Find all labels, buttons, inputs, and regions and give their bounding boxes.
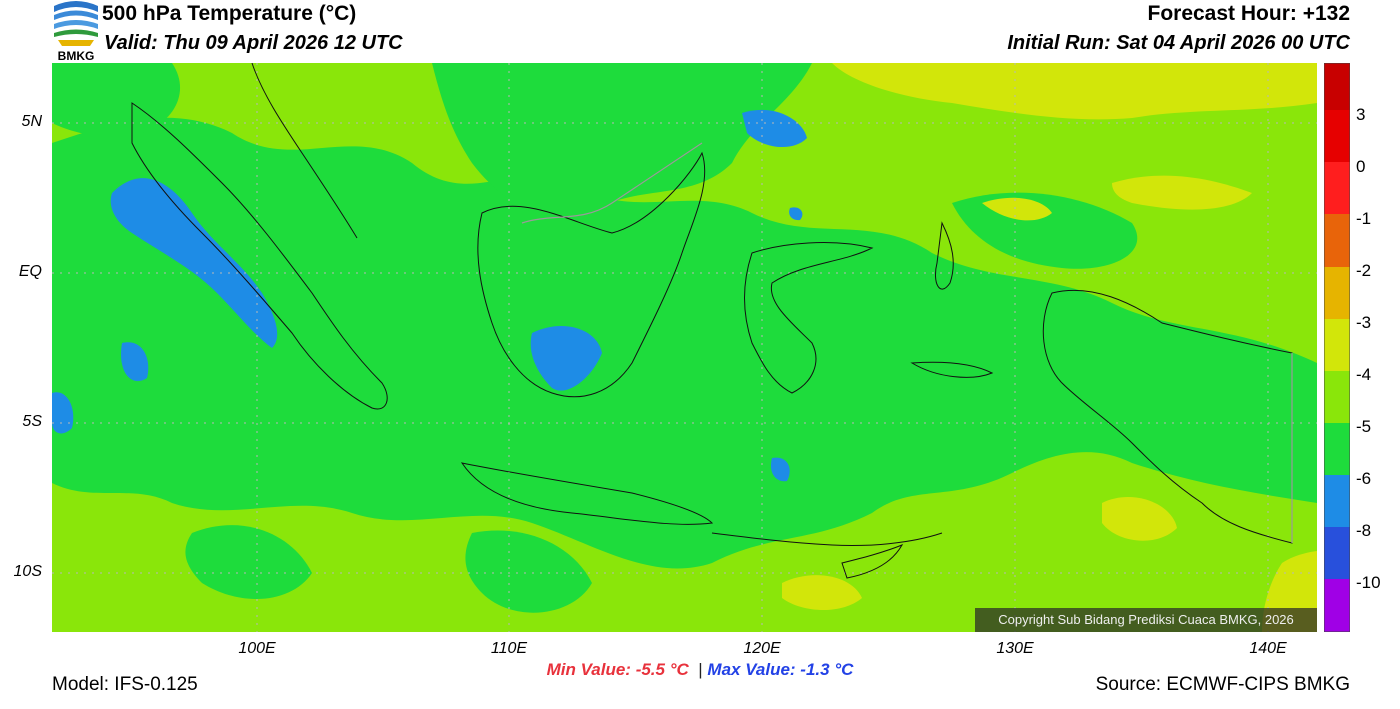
contour-region xyxy=(110,178,278,348)
valid-time: Valid: Thu 09 April 2026 12 UTC xyxy=(104,32,403,54)
contour-region xyxy=(185,525,312,600)
forecast-hour: Forecast Hour: +132 xyxy=(1147,2,1351,25)
copyright-notice: Copyright Sub Bidang Prediksi Cuaca BMKG… xyxy=(975,608,1317,632)
contour-region xyxy=(770,457,790,482)
logo-text: BMKG xyxy=(58,49,95,62)
contour-region xyxy=(782,575,862,611)
bmkg-logo-icon: BMKG xyxy=(54,1,98,62)
colorbar-segment xyxy=(1324,110,1350,162)
colorbar-label: -4 xyxy=(1356,365,1372,384)
lat-label-10s: 10S xyxy=(13,563,42,580)
coastline-java xyxy=(460,462,714,525)
colorbar-label: -6 xyxy=(1356,469,1372,488)
min-value: Min Value: -5.5 °C xyxy=(546,660,689,679)
min-max-line: Min Value: -5.5 °C | Max Value: -1.3 °C xyxy=(0,660,1400,680)
separator: | xyxy=(698,660,703,679)
colorbar-segment xyxy=(1324,214,1350,267)
contour-region xyxy=(52,392,74,434)
colorbar-segment xyxy=(1324,162,1350,214)
model-label: Model: IFS-0.125 xyxy=(52,674,198,695)
colorbar-label: -3 xyxy=(1356,313,1372,332)
coastline-nusatenggara xyxy=(711,532,943,546)
colorbar-segment xyxy=(1324,475,1350,527)
colorbar-segment xyxy=(1324,63,1350,110)
contour-region xyxy=(1102,497,1177,541)
contour-region xyxy=(982,197,1052,221)
coastline-timor xyxy=(841,544,904,579)
colorbar-label: -8 xyxy=(1356,521,1372,540)
lon-label-110e: 110E xyxy=(490,640,528,657)
coastline-sumatra xyxy=(131,102,388,410)
lat-label-5n: 5N xyxy=(21,113,42,130)
contour-region xyxy=(121,342,149,382)
colorbar-label: -2 xyxy=(1356,261,1372,280)
max-value: Max Value: -1.3 °C xyxy=(707,660,854,679)
colorbar-segment xyxy=(1324,371,1350,423)
borders xyxy=(521,142,1293,543)
colorbar xyxy=(1324,63,1350,632)
coastline-seram xyxy=(910,361,994,378)
contour-region xyxy=(465,530,592,613)
lat-label-eq: EQ xyxy=(18,263,42,280)
coastline-malaypeninsula xyxy=(251,63,358,239)
contour-region xyxy=(832,63,1317,120)
colorbar-label: 3 xyxy=(1356,105,1366,124)
source-label: Source: ECMWF-CIPS BMKG xyxy=(1095,674,1350,695)
contour-region xyxy=(1112,175,1252,210)
contour-region xyxy=(530,325,602,391)
colorbar-segment xyxy=(1324,267,1350,319)
border-malaysia xyxy=(521,142,703,224)
contour-region xyxy=(742,109,807,148)
lon-label-140e: 140E xyxy=(1249,640,1287,657)
colorbar-segment xyxy=(1324,423,1350,475)
colorbar-segment xyxy=(1324,579,1350,632)
lat-label-5s: 5S xyxy=(22,413,42,430)
coastline-papua xyxy=(1042,289,1293,544)
initial-run: Initial Run: Sat 04 April 2026 00 UTC xyxy=(1007,32,1350,54)
contour-region xyxy=(52,117,1317,569)
colorbar-segment xyxy=(1324,319,1350,371)
chart-title: 500 hPa Temperature (°C) xyxy=(102,2,357,25)
contour-region xyxy=(432,63,812,220)
coastline-sulawesi xyxy=(744,242,874,394)
gridlines xyxy=(52,63,1317,632)
coastline-borneo xyxy=(477,151,706,398)
colorbar-label: -1 xyxy=(1356,209,1372,228)
temperature-map xyxy=(52,63,1317,632)
lon-label-120e: 120E xyxy=(743,640,781,657)
contour-region xyxy=(52,63,181,138)
colorbar-label: -5 xyxy=(1356,417,1372,436)
colorbar-label: 0 xyxy=(1356,157,1366,176)
colorbar-segment xyxy=(1324,527,1350,579)
coastlines xyxy=(131,63,1293,579)
contour-region xyxy=(789,207,803,221)
coastline-halmahera xyxy=(935,221,954,290)
lon-label-100e: 100E xyxy=(238,640,276,657)
lon-label-130e: 130E xyxy=(996,640,1034,657)
colorbar-label: -10 xyxy=(1356,573,1381,592)
